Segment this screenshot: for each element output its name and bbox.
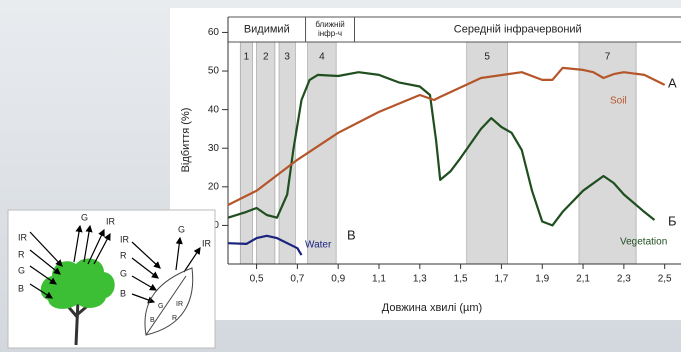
series-letter: B	[347, 227, 356, 242]
inset-label: G	[18, 265, 25, 275]
y-tick-label: 30	[208, 143, 220, 154]
inset-label: G	[81, 212, 88, 222]
y-tick-label: 20	[208, 181, 220, 192]
inset-label: IR	[18, 232, 28, 242]
band-label: 4	[319, 52, 325, 63]
band-label: 5	[484, 52, 490, 63]
region-label: ближній	[315, 20, 344, 29]
x-tick-label: 2,5	[658, 274, 672, 285]
band	[239, 41, 253, 265]
x-axis-title: Довжина хвилі (µm)	[382, 302, 482, 314]
region-label: інфр-ч	[318, 29, 342, 38]
band	[256, 41, 276, 265]
inset-label: R	[18, 249, 25, 259]
y-tick-label: 60	[208, 27, 220, 38]
x-tick-label: 0,9	[331, 274, 345, 285]
region-label: Видимий	[244, 23, 290, 35]
inset-label: R	[172, 315, 177, 322]
x-tick-label: 1,3	[413, 274, 427, 285]
inset-label: R	[120, 250, 127, 260]
inset-label: IR	[120, 234, 130, 244]
x-tick-label: 1,9	[535, 274, 549, 285]
series-label: Water	[305, 240, 332, 251]
inset-label: IR	[106, 216, 116, 226]
arrows	[29, 224, 201, 304]
x-tick-label: 0,7	[290, 274, 304, 285]
inset-label: B	[120, 288, 126, 298]
x-tick-label: 1,7	[494, 274, 508, 285]
band	[578, 41, 637, 265]
band-label: 1	[244, 52, 250, 63]
x-tick-label: 1,5	[454, 274, 468, 285]
inset-label: B	[150, 317, 155, 324]
y-tick-label: 40	[208, 104, 220, 115]
series-letter: A	[668, 75, 677, 90]
band-label: 7	[605, 52, 611, 63]
region-label: Середній інфрачервоний	[454, 23, 582, 35]
line	[227, 234, 303, 256]
band-label: 3	[284, 52, 290, 63]
series-letter: Б	[668, 213, 677, 228]
line	[227, 66, 666, 206]
y-tick-label: 50	[208, 66, 220, 77]
inset-label: IR	[176, 301, 183, 308]
x-tick-label: 2,3	[617, 274, 631, 285]
x-tick-label: 2,1	[576, 274, 590, 285]
y-axis-title: Відбиття (%)	[180, 108, 192, 173]
leaf	[144, 267, 194, 336]
inset-label: IR	[202, 238, 212, 248]
inset-label: G	[178, 224, 185, 234]
inset-label: G	[120, 268, 127, 278]
inset-label: G	[158, 303, 163, 310]
band-label: 2	[263, 52, 269, 63]
inset-label: B	[18, 283, 24, 293]
series-label: Soil	[610, 96, 627, 107]
x-tick-label: 1,1	[372, 274, 386, 285]
x-tick-label: 0,5	[250, 274, 264, 285]
series-label: Vegetation	[620, 237, 667, 248]
